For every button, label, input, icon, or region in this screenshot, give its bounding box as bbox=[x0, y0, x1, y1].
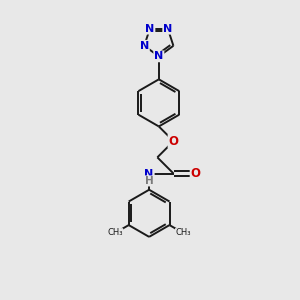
Text: N: N bbox=[140, 41, 149, 51]
Text: N: N bbox=[145, 24, 154, 34]
Text: CH₃: CH₃ bbox=[175, 228, 191, 237]
Text: N: N bbox=[163, 24, 172, 34]
Text: CH₃: CH₃ bbox=[107, 228, 123, 237]
Text: H: H bbox=[145, 176, 154, 186]
Text: N: N bbox=[154, 51, 164, 62]
Text: O: O bbox=[169, 135, 178, 148]
Text: N: N bbox=[145, 169, 154, 178]
Text: O: O bbox=[190, 167, 201, 180]
